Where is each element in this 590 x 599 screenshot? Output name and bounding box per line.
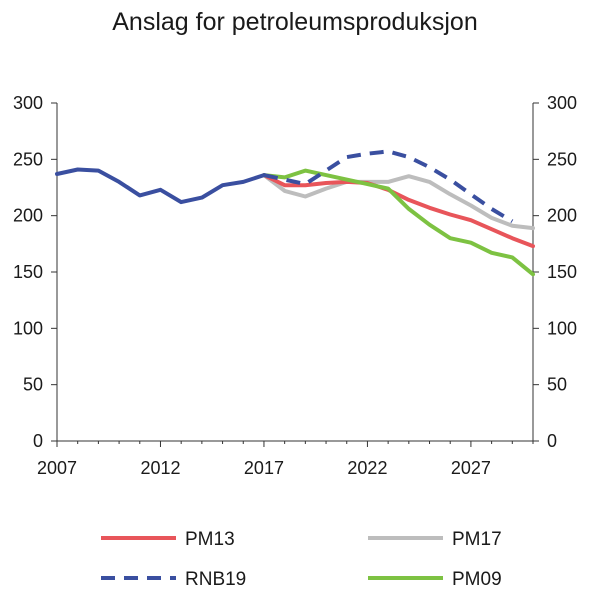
series-line-pm13 bbox=[262, 173, 535, 249]
legend-label-pm09: PM09 bbox=[452, 569, 502, 590]
x-tick-label: 2007 bbox=[37, 458, 77, 478]
series-line-rnb19-history bbox=[55, 167, 266, 205]
y-tick-label-right: 250 bbox=[547, 149, 577, 169]
y-tick-label-right: 150 bbox=[547, 262, 577, 282]
y-tick-label-right: 50 bbox=[547, 375, 567, 395]
y-tick-label-left: 200 bbox=[13, 206, 43, 226]
series-line-pm17 bbox=[262, 173, 535, 231]
legend: PM13 PM17 RNB19 PM09 bbox=[101, 529, 502, 590]
legend-label-pm13: PM13 bbox=[185, 529, 235, 550]
legend-label-rnb19: RNB19 bbox=[185, 569, 246, 590]
x-tick-label: 2017 bbox=[244, 458, 284, 478]
y-tick-label-left: 100 bbox=[13, 318, 43, 338]
x-tick-label: 2022 bbox=[347, 458, 387, 478]
x-tick-label: 2012 bbox=[140, 458, 180, 478]
y-tick-label-left: 0 bbox=[33, 431, 43, 451]
y-tick-label-right: 300 bbox=[547, 93, 577, 113]
y-tick-label-left: 300 bbox=[13, 93, 43, 113]
y-tick-label-right: 200 bbox=[547, 206, 577, 226]
series-line-pm09 bbox=[262, 168, 535, 277]
axes: 0 0 50 50 100 100 150 150 200 200 250 250 300 300 2007… bbox=[13, 93, 577, 478]
y-tick-label-left: 50 bbox=[23, 375, 43, 395]
chart-title: Anslag for petroleumsproduksjon bbox=[112, 8, 477, 36]
y-tick-label-right: 100 bbox=[547, 318, 577, 338]
legend-label-pm17: PM17 bbox=[452, 529, 502, 550]
y-tick-label-left: 150 bbox=[13, 262, 43, 282]
x-tick-label: 2027 bbox=[451, 458, 491, 478]
y-tick-label-left: 250 bbox=[13, 149, 43, 169]
y-tick-label-right: 0 bbox=[547, 431, 557, 451]
series-lines bbox=[55, 149, 535, 277]
